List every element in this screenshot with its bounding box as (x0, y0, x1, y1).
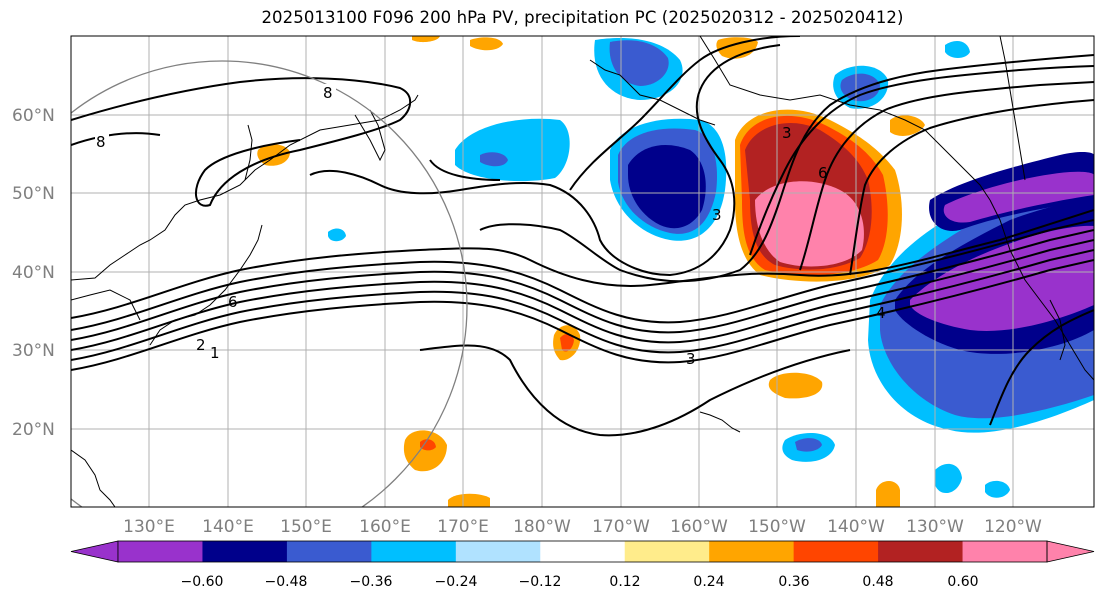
colorbar-segment (962, 541, 1048, 562)
colorbar-segment (455, 541, 541, 562)
contour-label: 3 (686, 350, 696, 368)
lon-label: 160°E (359, 517, 411, 537)
colorbar-segment (878, 541, 964, 562)
focus-circle (71, 60, 468, 507)
contour-label: 8 (323, 84, 333, 102)
graticule (71, 36, 1094, 507)
colorbar-tick-label: 0.60 (947, 574, 978, 590)
colorbar-extend-low (70, 540, 119, 563)
lon-label: 140°W (827, 517, 885, 537)
colorbar-tick-label: −0.12 (519, 574, 562, 590)
lon-label: 150°W (748, 517, 806, 537)
colorbar-segment (624, 541, 710, 562)
colorbar-outline (117, 540, 1048, 563)
lon-label: 120°W (984, 517, 1042, 537)
colorbar-tick-label: 0.12 (609, 574, 640, 590)
contour-label: 6 (818, 164, 828, 182)
contour-label: 8 (96, 133, 106, 151)
lon-label: 150°E (280, 517, 332, 537)
map-frame (70, 35, 1095, 508)
colorbar-segments (70, 540, 1095, 563)
lon-label: 180°W (513, 517, 571, 537)
lon-label: 130°W (906, 517, 964, 537)
colorbar-tick-label: 0.24 (693, 574, 724, 590)
contour-label: 3 (782, 124, 792, 142)
colorbar-segment (202, 541, 288, 562)
longitude-labels: 130°E 140°E 150°E 160°E 170°E 180°W 170°… (123, 517, 1042, 537)
colorbar-segment (118, 541, 203, 562)
colorbar-tick-label: 0.48 (862, 574, 893, 590)
coastlines (71, 36, 1094, 507)
colorbar-segment (709, 541, 795, 562)
lat-label: 50°N (12, 184, 55, 204)
colorbar-tick-label: −0.36 (350, 574, 393, 590)
colorbar-extend-high (1046, 540, 1095, 563)
contour-label: 6 (228, 293, 238, 311)
lon-label: 170°W (592, 517, 650, 537)
colorbar-segment (286, 541, 372, 562)
contour-label: 2 (196, 336, 206, 354)
lon-label: 130°E (123, 517, 175, 537)
lon-label: 160°W (670, 517, 728, 537)
colorbar-tick-label: −0.60 (181, 574, 224, 590)
colorbar: −0.60 −0.48 −0.36 −0.24 −0.12 0.12 0.24 … (70, 540, 1095, 590)
lon-label: 140°E (202, 517, 254, 537)
lat-label: 40°N (12, 263, 55, 283)
contour-labels: 8 8 6 2 1 3 3 6 4 3 (95, 84, 886, 368)
latitude-labels: 60°N 50°N 40°N 30°N 20°N (12, 106, 55, 440)
pv-contours (71, 36, 1094, 437)
plot-title: 2025013100 F096 200 hPa PV, precipitatio… (261, 8, 904, 27)
lat-label: 20°N (12, 420, 55, 440)
colorbar-segment (540, 541, 626, 562)
lon-label: 170°E (437, 517, 489, 537)
contour-label: 3 (712, 206, 722, 224)
contour-label: 1 (210, 344, 220, 362)
colorbar-tick-label: 0.36 (778, 574, 809, 590)
colorbar-tick-label: −0.24 (435, 574, 478, 590)
contour-label: 4 (876, 304, 886, 322)
colorbar-segment (793, 541, 879, 562)
lat-label: 60°N (12, 106, 55, 126)
lat-label: 30°N (12, 341, 55, 361)
colorbar-tick-label: −0.48 (265, 574, 308, 590)
colorbar-ticks: −0.60 −0.48 −0.36 −0.24 −0.12 0.12 0.24 … (181, 574, 979, 590)
colorbar-segment (371, 541, 457, 562)
map-area: 8 8 6 2 1 3 3 6 4 3 (71, 36, 1094, 507)
